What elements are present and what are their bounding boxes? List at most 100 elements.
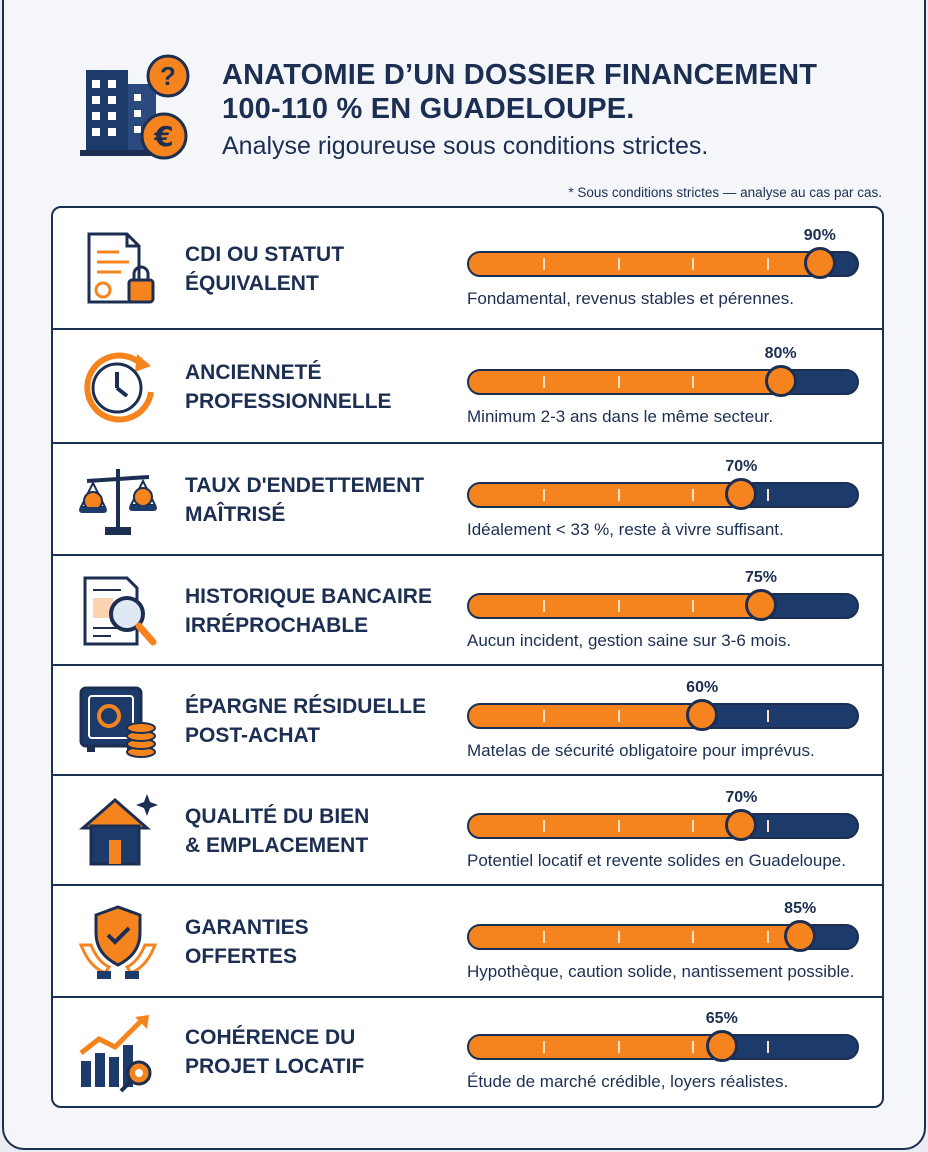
score-bar-knob: [803, 247, 836, 279]
criterion-label: ANCIENNETÉ PROFESSIONNELLE: [185, 358, 465, 416]
score-bar-tick: [692, 820, 695, 832]
criterion-label-line-2: POST-ACHAT: [185, 724, 320, 747]
score-bar-tick: [617, 600, 620, 612]
score-bar-tick: [543, 1041, 546, 1053]
score-bar-knob: [784, 920, 817, 952]
score-bar-tick: [692, 931, 695, 943]
criterion-row: CDI OU STATUT ÉQUIVALENT 90% Fondamental, r…: [53, 208, 882, 330]
criterion-label: CDI OU STATUT ÉQUIVALENT: [185, 240, 465, 298]
score-bar-tick: [692, 258, 695, 270]
score-bar-knob: [686, 699, 719, 731]
score-percent: 70%: [725, 789, 758, 806]
score-bar-fill: [469, 484, 741, 506]
criterion-label-line-2: ÉQUIVALENT: [185, 272, 319, 295]
score-bar-knob: [725, 478, 758, 510]
score-bar-tick: [617, 931, 620, 943]
score-bar-tick: [543, 600, 546, 612]
score-bar-tick: [692, 376, 695, 388]
score-bar-tick: [543, 931, 546, 943]
page-title: ANATOMIE D’UN DOSSIER FINANCEMENT 100-11…: [222, 58, 817, 126]
score-bar-knob: [764, 365, 797, 397]
score-bar-tick: [543, 376, 546, 388]
score-bar: 75%: [467, 569, 859, 621]
criterion-label: COHÉRENCE DU PROJET LOCATIF: [185, 1023, 465, 1081]
criterion-label-line-1: QUALITÉ DU BIEN: [185, 805, 370, 828]
criterion-label-line-1: CDI OU STATUT: [185, 243, 345, 266]
score-bar-track: [467, 251, 859, 277]
footnote: * Sous conditions strictes — analyse au …: [568, 185, 882, 200]
score-bar-fill: [469, 253, 819, 275]
criterion-label: TAUX D'ENDETTEMENT MAÎTRISÉ: [185, 471, 465, 529]
criterion-row: ÉPARGNE RÉSIDUELLE POST-ACHAT 60% Matelas d…: [53, 666, 882, 776]
score-bar-tick: [617, 710, 620, 722]
criterion-description: Matelas de sécurité obligatoire pour imp…: [467, 741, 815, 760]
score-bar-tick: [692, 489, 695, 501]
criterion-row: GARANTIES OFFERTES 85% Hypothèque, caution …: [53, 886, 882, 998]
score-bar-tick: [543, 489, 546, 501]
criterion-row: HISTORIQUE BANCAIRE IRRÉPROCHABLE 75% Aucun…: [53, 556, 882, 666]
contract-lock-icon: [77, 228, 159, 310]
score-bar-fill: [469, 815, 741, 837]
score-bar-track: [467, 703, 859, 729]
score-bar-fill: [469, 371, 780, 393]
score-bar: 90%: [467, 227, 859, 279]
criterion-label-line-1: ÉPARGNE RÉSIDUELLE: [185, 695, 427, 718]
score-bar: 70%: [467, 458, 859, 510]
score-bar-tick: [766, 489, 769, 501]
criterion-description: Fondamental, revenus stables et pérennes…: [467, 289, 794, 308]
score-percent: 70%: [725, 458, 758, 475]
svg-text:€: €: [153, 120, 173, 153]
score-bar-fill: [469, 1036, 722, 1058]
score-bar-tick: [543, 820, 546, 832]
score-percent: 65%: [705, 1010, 738, 1027]
criterion-label-line-2: PROFESSIONNELLE: [185, 390, 392, 413]
score-percent: 80%: [764, 345, 797, 362]
score-bar-tick: [617, 1041, 620, 1053]
criterion-label-line-1: HISTORIQUE BANCAIRE: [185, 585, 432, 608]
criterion-label: GARANTIES OFFERTES: [185, 913, 465, 971]
score-bar-tick: [617, 489, 620, 501]
score-bar-knob: [745, 589, 777, 621]
criterion-row: QUALITÉ DU BIEN & EMPLACEMENT 70% Potentiel…: [53, 776, 882, 886]
score-bar: 85%: [467, 900, 859, 952]
safe-coins-icon: [77, 680, 159, 762]
title-line-2: 100-110 % EN GUADELOUPE.: [222, 93, 635, 125]
score-bar-track: [467, 813, 859, 839]
criterion-label-line-2: IRRÉPROCHABLE: [185, 614, 369, 637]
criterion-label-line-2: OFFERTES: [185, 945, 298, 968]
score-bar-tick: [692, 1041, 695, 1053]
header: ? € ANATOMIE D’UN DOSSIER FINANCEMENT 10…: [4, 0, 928, 200]
score-bar-tick: [766, 710, 769, 722]
score-bar-tick: [617, 820, 620, 832]
criterion-label-line-1: ANCIENNETÉ: [185, 361, 322, 384]
score-bar: 70%: [467, 789, 859, 841]
score-bar-tick: [766, 820, 769, 832]
criterion-description: Idéalement < 33 %, reste à vivre suffisa…: [467, 520, 784, 539]
score-bar-tick: [692, 600, 695, 612]
shield-hands-icon: [77, 901, 159, 983]
criterion-label-line-1: COHÉRENCE DU: [185, 1026, 356, 1049]
score-bar-track: [467, 593, 859, 619]
score-bar-knob: [705, 1030, 738, 1062]
score-bar-tick: [766, 258, 769, 270]
criterion-label: HISTORIQUE BANCAIRE IRRÉPROCHABLE: [185, 582, 465, 640]
score-percent: 60%: [686, 679, 719, 696]
criterion-label-line-2: & EMPLACEMENT: [185, 834, 369, 857]
score-bar-track: [467, 369, 859, 395]
criterion-label-line-1: GARANTIES: [185, 916, 309, 939]
score-bar-tick: [617, 376, 620, 388]
score-bar-track: [467, 1034, 859, 1060]
growth-chart-key-icon: [77, 1011, 159, 1093]
score-bar-knob: [725, 809, 758, 841]
score-bar: 60%: [467, 679, 859, 731]
criteria-card: CDI OU STATUT ÉQUIVALENT 90% Fondamental, r…: [51, 206, 884, 1108]
score-bar-tick: [766, 1041, 769, 1053]
svg-text:?: ?: [160, 61, 176, 91]
score-percent: 85%: [784, 900, 817, 917]
score-percent: 90%: [803, 227, 836, 244]
criterion-description: Hypothèque, caution solide, nantissement…: [467, 962, 855, 981]
clock-icon: [77, 346, 159, 428]
criterion-description: Potentiel locatif et revente solides en …: [467, 851, 846, 870]
score-bar-track: [467, 482, 859, 508]
